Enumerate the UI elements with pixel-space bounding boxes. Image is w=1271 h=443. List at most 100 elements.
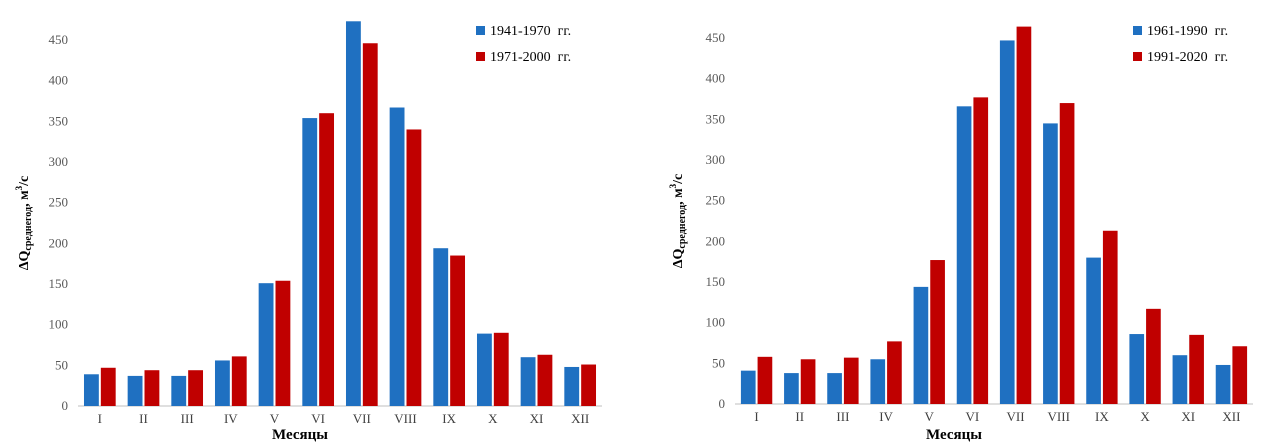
x-tick-label: III [836,409,849,424]
bar-series-2-VIII [406,129,422,406]
x-tick-label: IX [442,411,456,426]
legend-label: 1961-1990 гг. [1147,24,1228,39]
bar-series-2-VII [362,43,378,407]
x-tick-label: X [1140,409,1150,424]
bar-series-1-VI [956,106,972,404]
y-tick-label: 450 [706,30,726,45]
y-tick-label: 200 [706,233,726,248]
bar-series-1-IV [870,359,886,404]
y-tick-label: 0 [719,396,726,411]
y-axis-title: ΔQсреднегод, м3/с [14,176,34,270]
bar-series-2-II [800,359,816,404]
bar-series-2-I [100,367,116,406]
chart-panel-left: 0 50 100 150 200 250 300 350 400 450 I II III IV V VI VI… [0,0,620,443]
y-tick-label: 150 [49,276,69,291]
bar-series-1-I [83,374,99,406]
bar-series-2-II [144,370,160,406]
bar-series-2-I [757,356,773,404]
x-tick-label: V [925,409,935,424]
bar-series-2-XI [537,354,553,406]
bar-series-2-XI [1189,334,1204,404]
x-tick-label: XII [1222,409,1240,424]
bar-series-1-VIII [389,107,405,407]
bar-series-1-V [258,283,274,406]
x-tick-label: IV [224,411,238,426]
bar-series-2-III [843,357,859,404]
y-tick-label: 300 [49,154,69,169]
y-tick-label: 300 [706,152,726,167]
x-tick-label: IX [1095,409,1109,424]
bar-series-2-V [930,260,945,404]
bar-series-2-V [275,280,291,406]
y-axis-title: ΔQсреднегод, м3/с [668,174,688,268]
x-tick-label: VI [966,409,980,424]
x-tick-label: X [488,411,498,426]
y-tick-label: 400 [706,71,726,86]
y-tick-label: 450 [49,32,69,47]
bar-series-1-X [476,333,492,406]
x-tick-label: VII [1007,409,1025,424]
bar-series-2-X [1146,308,1161,404]
bar-series-1-VII [345,21,361,406]
bar-series-2-XII [581,364,597,406]
y-tick-label: 350 [706,111,726,126]
y-tick-label: 50 [712,355,725,370]
x-tick-label: VII [353,411,371,426]
bar-series-1-IX [433,248,449,406]
y-tick-label: 0 [62,398,69,413]
y-tick-label: 100 [49,317,69,332]
y-tick-label: 150 [706,274,726,289]
x-tick-label: XI [530,411,544,426]
legend-label: 1991-2020 гг. [1147,50,1228,65]
bar-series-1-II [784,373,799,404]
legend-swatch [476,26,485,35]
chart-panel-right: 0 50 100 150 200 250 300 350 400 450 I II III IV V VI VI… [655,0,1271,443]
x-tick-label: V [270,411,280,426]
bar-series-1-XI [1172,355,1188,404]
bar-series-2-XII [1232,346,1248,404]
bar-series-1-XII [1215,364,1231,404]
x-tick-label: IV [879,409,893,424]
legend-swatch [1133,26,1142,35]
bar-series-1-VI [302,118,318,406]
x-tick-label: I [98,411,102,426]
bar-series-1-III [171,375,187,406]
x-tick-label: II [139,411,148,426]
y-tick-label: 250 [49,195,69,210]
legend-swatch [476,52,485,61]
bar-series-2-VI [973,97,989,404]
bar-series-2-IV [231,356,247,406]
bar-series-2-X [493,332,509,406]
y-tick-label: 50 [55,357,68,372]
x-tick-label: I [754,409,758,424]
x-axis-title: Месяцы [926,427,982,443]
bar-series-1-VII [999,40,1015,404]
x-tick-label: III [181,411,194,426]
y-tick-label: 350 [49,113,69,128]
x-tick-label: VI [311,411,325,426]
y-tick-label: 100 [706,315,726,330]
legend-label: 1971-2000 гг. [490,50,571,65]
bar-series-1-III [827,373,842,404]
bar-series-1-XII [564,366,580,406]
y-tick-label: 250 [706,193,726,208]
bar-series-1-I [740,370,756,404]
bar-series-1-X [1129,334,1145,404]
x-tick-label: II [795,409,804,424]
y-tick-label: 400 [49,73,69,88]
bar-series-1-V [913,286,929,404]
bar-series-2-VIII [1059,103,1075,405]
bar-series-2-III [188,370,204,406]
bar-series-2-IX [1102,230,1118,404]
x-tick-label: VIII [1048,409,1070,424]
x-tick-label: XI [1181,409,1195,424]
bar-series-2-IX [450,255,466,406]
bar-series-2-IV [887,341,902,404]
bar-series-1-IX [1086,257,1101,404]
x-axis-title: Месяцы [272,427,328,443]
bar-series-2-VII [1016,26,1032,404]
legend-swatch [1133,52,1142,61]
bar-series-1-IV [214,360,230,406]
